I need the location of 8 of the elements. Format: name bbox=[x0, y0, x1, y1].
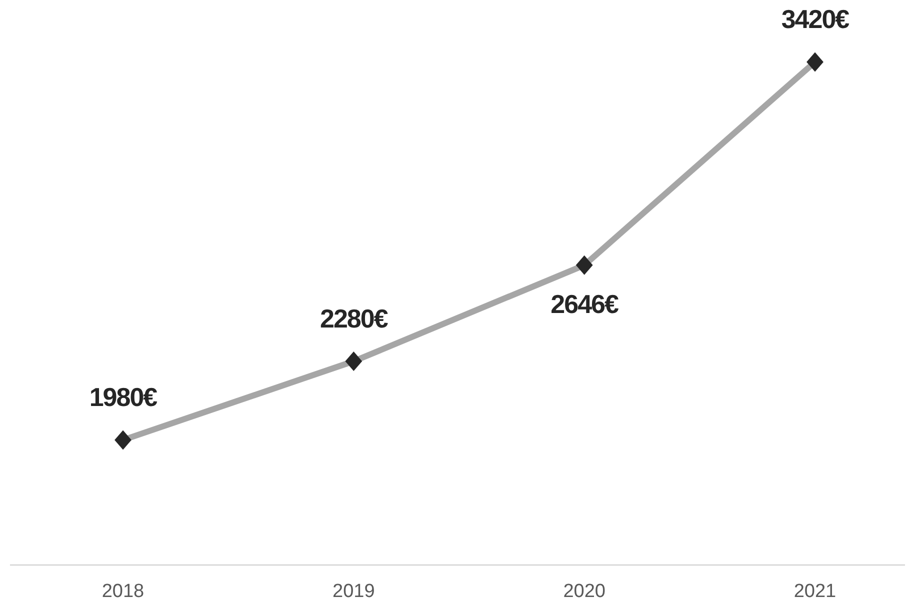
data-label: 3420€ bbox=[781, 4, 850, 34]
data-label: 2646€ bbox=[550, 289, 619, 320]
x-tick-label: 2019 bbox=[332, 581, 375, 602]
x-tick-label: 2021 bbox=[794, 581, 836, 602]
x-tick-label: 2018 bbox=[102, 581, 144, 602]
data-label: 1980€ bbox=[89, 382, 158, 412]
data-label: 2280€ bbox=[320, 303, 388, 334]
x-tick-label: 2020 bbox=[563, 581, 606, 602]
